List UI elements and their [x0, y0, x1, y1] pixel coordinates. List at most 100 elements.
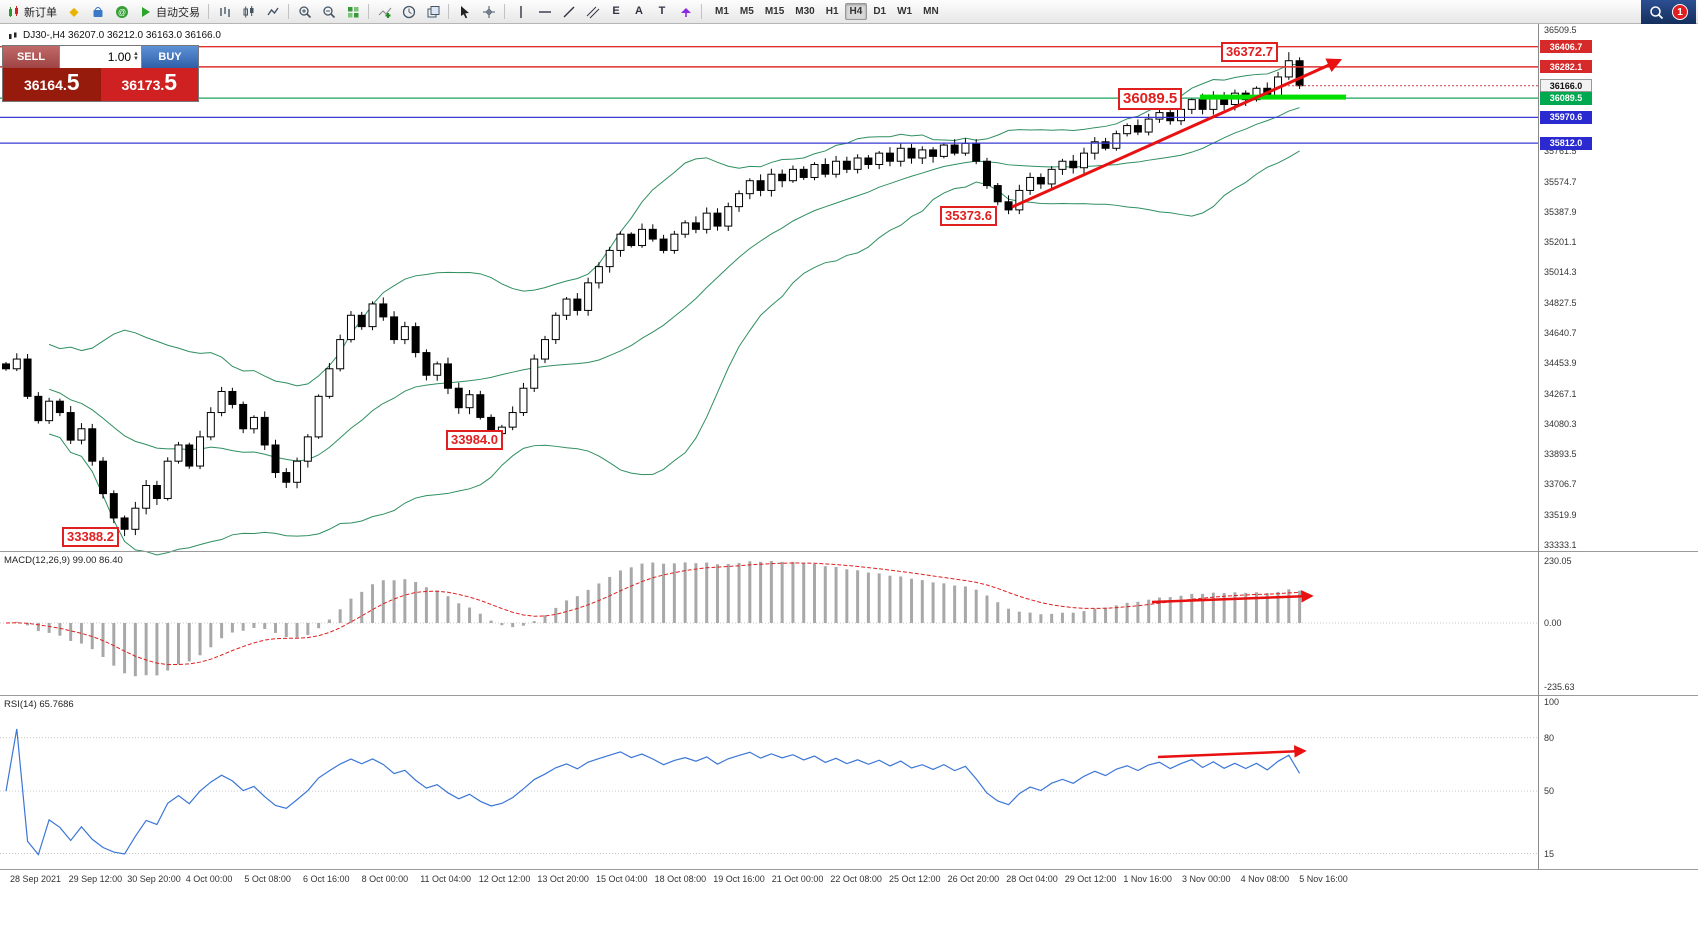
candle-down	[756, 180, 765, 191]
volume-spinner-arrows[interactable]: ▲ ▼	[133, 51, 139, 62]
mql5-diamond-icon	[66, 4, 81, 19]
candle-down	[357, 314, 366, 328]
zoom-in-button[interactable]	[293, 2, 316, 22]
price-annotation-33984.0[interactable]: 33984.0	[446, 430, 503, 450]
trend-arrow-rsi[interactable]	[1157, 745, 1307, 759]
candle-down	[885, 152, 894, 162]
candle-down	[476, 394, 485, 418]
price-annotation-36089.5[interactable]: 36089.5	[1118, 88, 1183, 110]
timeframe-w1[interactable]: W1	[897, 6, 913, 17]
price-axis-label: 35574.7	[1544, 176, 1577, 187]
tile-windows-button[interactable]	[341, 2, 364, 22]
candle-down	[778, 173, 787, 182]
market-button[interactable]	[86, 2, 109, 22]
price-annotation-35373.6[interactable]: 35373.6	[940, 206, 997, 226]
trendline-button[interactable]	[557, 2, 580, 22]
mql5-button[interactable]	[62, 2, 85, 22]
new-order-button[interactable]: 新订单	[2, 2, 61, 22]
price-annotation-36372.7[interactable]: 36372.7	[1221, 42, 1278, 62]
candle-up	[1112, 133, 1121, 149]
candle-up	[249, 416, 258, 430]
sell-price[interactable]: 36164. 5	[3, 68, 101, 101]
candle-down	[1133, 125, 1142, 133]
timeframe-d1[interactable]: D1	[873, 6, 887, 17]
trend-arrow-macd[interactable]	[1151, 590, 1314, 604]
bar-chart-button[interactable]	[213, 2, 236, 22]
sell-button[interactable]: SELL	[3, 46, 59, 68]
rsi-axis-label: 80	[1544, 732, 1555, 743]
candle-up	[217, 390, 226, 414]
timeframe-m30[interactable]: M30	[795, 6, 815, 17]
candle-up	[853, 157, 862, 170]
candle-down	[66, 412, 75, 441]
notification-badge[interactable]: 1	[1672, 4, 1688, 20]
candle-up	[1058, 160, 1067, 170]
trend-arrow-main[interactable]	[1011, 58, 1343, 209]
candle-down	[2, 363, 10, 370]
horizontal-levels[interactable]	[0, 45, 1538, 144]
community-button[interactable]: @	[110, 2, 133, 22]
crosshair-icon	[481, 4, 496, 19]
timeframe-m1[interactable]: M1	[715, 6, 729, 17]
text-tool-button[interactable]: A	[628, 2, 650, 22]
candle-down	[34, 395, 43, 422]
vertical-line-button[interactable]	[509, 2, 532, 22]
pane-separator[interactable]	[0, 695, 1698, 696]
rsi-line	[5, 728, 1301, 856]
periods-button[interactable]	[397, 2, 420, 22]
candle-up	[735, 193, 744, 208]
candle-up	[896, 147, 905, 162]
pane-separator[interactable]	[0, 869, 1698, 870]
timeframe-m5[interactable]: M5	[739, 6, 754, 17]
buy-price[interactable]: 36173. 5	[100, 68, 198, 101]
candle-up	[77, 428, 86, 441]
horizontal-line-button[interactable]	[533, 2, 556, 22]
support-zone-segment[interactable]	[1200, 94, 1346, 100]
fibonacci-button[interactable]: E	[605, 2, 627, 22]
time-axis[interactable]: 28 Sep 2021 29 Sep 12:00 30 Sep 20:00 4 Oct…	[0, 870, 1698, 892]
price-axis-label: 35387.9	[1544, 206, 1577, 217]
trend-arrows[interactable]	[1011, 58, 1343, 759]
arrows-tool-button[interactable]	[674, 2, 697, 22]
candle-up	[832, 160, 841, 175]
channel-button[interactable]	[581, 2, 604, 22]
zoom-out-button[interactable]	[317, 2, 340, 22]
search-icon[interactable]	[1649, 5, 1664, 20]
timeframe-m15[interactable]: M15	[764, 6, 785, 17]
candle-down	[982, 160, 991, 187]
time-axis-label: 4 Nov 08:00	[1240, 874, 1290, 884]
timeframe-mn[interactable]: MN	[923, 6, 939, 17]
candlestick-chart-button[interactable]	[237, 2, 260, 22]
time-axis-label: 28 Sep 2021	[10, 874, 62, 884]
spinner-down-icon[interactable]: ▼	[133, 56, 139, 62]
buy-button[interactable]: BUY	[142, 46, 198, 68]
templates-button[interactable]	[421, 2, 444, 22]
candle-up	[196, 436, 205, 467]
price-axis[interactable]: 36509.5 35761.5 35574.7 35387.9 35201.1 35014…	[1539, 24, 1698, 870]
timeframe-h4[interactable]: H4	[844, 3, 868, 20]
line-chart-button[interactable]	[261, 2, 284, 22]
candle-up	[303, 436, 312, 462]
candle-up	[293, 460, 302, 483]
label-tool-button[interactable]: T	[651, 2, 673, 22]
volume-stepper[interactable]: 1.00 ▲ ▼	[59, 46, 142, 68]
autotrade-button[interactable]: 自动交易	[134, 2, 204, 22]
spinner-up-icon[interactable]: ▲	[133, 51, 139, 57]
price-annotation-33388.2[interactable]: 33388.2	[62, 527, 119, 547]
candle-up	[638, 228, 647, 247]
cursor-button[interactable]	[453, 2, 476, 22]
templates-icon	[425, 4, 440, 19]
time-axis-label: 6 Oct 16:00	[303, 874, 350, 884]
candle-down	[1036, 176, 1045, 185]
zoom-in-icon	[297, 4, 312, 19]
pane-separator[interactable]	[0, 551, 1698, 552]
candle-down	[713, 212, 722, 227]
indicators-button[interactable]	[373, 2, 396, 22]
time-axis-label: 12 Oct 12:00	[478, 874, 531, 884]
candle-up	[724, 206, 733, 227]
crosshair-button[interactable]	[477, 2, 500, 22]
candle-down	[799, 168, 808, 178]
candle-down	[1004, 201, 1013, 211]
timeframe-h1[interactable]: H1	[825, 6, 839, 17]
candle-up	[336, 339, 345, 370]
